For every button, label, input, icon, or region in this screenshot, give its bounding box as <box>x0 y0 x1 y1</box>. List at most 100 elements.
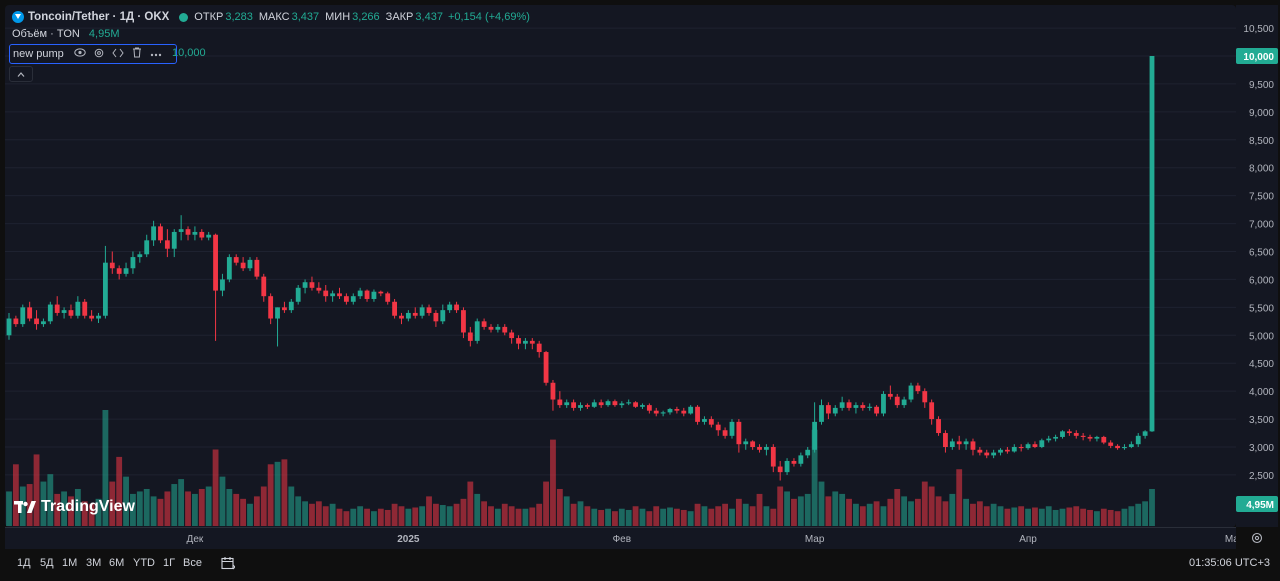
volume-bar <box>1135 503 1142 526</box>
candle <box>6 312 12 340</box>
range-button[interactable]: 1М <box>62 557 78 569</box>
volume-bar <box>460 498 467 526</box>
volume-value: 4,95M <box>88 28 120 40</box>
candle <box>557 391 563 408</box>
volume-bar <box>322 506 329 526</box>
candle <box>61 307 67 319</box>
candle <box>288 298 294 313</box>
volume-bar <box>605 508 611 526</box>
volume-bar <box>109 481 116 526</box>
volume-bar <box>426 496 432 526</box>
range-button[interactable]: 6М <box>109 557 125 569</box>
candle <box>516 335 521 350</box>
volume-bar <box>357 506 364 526</box>
candle <box>536 340 542 358</box>
volume-bar <box>198 488 205 526</box>
candle <box>1087 434 1093 442</box>
price-tick-label: 8,500 <box>1249 136 1274 147</box>
volume-bar <box>240 498 247 526</box>
volume-bar <box>150 496 157 526</box>
volume-bar <box>880 506 887 526</box>
volume-bar <box>701 506 708 526</box>
volume-bar <box>949 493 956 526</box>
range-button[interactable]: 5Д <box>40 557 54 569</box>
eye-icon[interactable] <box>74 48 86 60</box>
candle <box>481 318 487 330</box>
candle <box>220 273 225 297</box>
more-icon[interactable] <box>150 48 162 60</box>
candle <box>846 399 852 411</box>
chart-area[interactable] <box>5 5 1236 527</box>
price-tick-label: 10,500 <box>1243 24 1274 35</box>
tradingview-logo[interactable]: TradingView <box>14 498 135 516</box>
volume-bar <box>288 486 295 526</box>
volume-bar <box>722 503 729 526</box>
candle <box>963 438 969 450</box>
volume-bar <box>859 506 866 526</box>
indicator-name[interactable]: new pump <box>13 48 64 60</box>
volume-bar <box>233 493 240 526</box>
volume-bar <box>377 508 384 526</box>
range-button[interactable]: 1Д <box>17 557 31 569</box>
collapse-legend-button[interactable] <box>9 66 33 82</box>
volume-bar <box>563 496 570 526</box>
volume-bar <box>47 474 54 526</box>
volume-bar <box>1025 508 1031 526</box>
candle <box>330 290 336 302</box>
volume-bar <box>625 509 632 526</box>
range-button[interactable]: Все <box>183 557 202 569</box>
symbol-title[interactable]: Toncoin/Tether · 1Д · OKX <box>28 11 170 23</box>
candle <box>275 307 280 347</box>
volume-bar <box>749 506 756 526</box>
candlestick-chart[interactable] <box>5 5 1236 527</box>
volume-bar <box>191 493 198 526</box>
candle <box>695 405 700 425</box>
volume-bar <box>384 509 391 526</box>
candle <box>392 298 398 319</box>
candle <box>970 438 976 456</box>
candle <box>777 460 783 481</box>
time-tick-label: Мар <box>805 534 825 545</box>
candle <box>1094 435 1100 442</box>
settings-icon[interactable] <box>94 48 104 61</box>
candle <box>591 399 597 408</box>
volume-bar <box>804 493 811 526</box>
volume-bar <box>942 501 949 526</box>
volume-bar <box>6 491 12 526</box>
candle <box>598 399 604 408</box>
volume-bar <box>811 429 818 526</box>
source-code-icon[interactable] <box>112 48 124 61</box>
candle <box>791 458 797 467</box>
toncoin-icon <box>12 11 24 23</box>
gear-icon[interactable] <box>1251 531 1263 544</box>
candle <box>109 251 115 274</box>
volume-bar <box>185 491 191 526</box>
candle <box>75 296 81 319</box>
candle <box>130 251 136 274</box>
volume-bar <box>1121 508 1128 526</box>
range-button[interactable]: 1Г <box>163 557 176 569</box>
volume-bar <box>143 488 150 526</box>
volume-bar <box>908 501 914 526</box>
trash-icon[interactable] <box>132 47 142 61</box>
volume-bar <box>219 476 226 526</box>
candle <box>68 304 74 319</box>
price-scale[interactable]: 10,500 9,500 9,000 8,500 8,000 7,500 7,000 6,50… <box>1236 5 1278 527</box>
time-scale[interactable]: Дек 2025 Фев Мар Апр Май <box>5 527 1236 549</box>
volume-bar <box>598 509 605 526</box>
symbol-legend: Toncoin/Tether · 1Д · OKX ОТКР 3,283 МАК… <box>12 9 530 25</box>
range-button[interactable]: 3М <box>86 557 102 569</box>
clock-utc[interactable]: 01:35:06 UTC+3 <box>1188 557 1270 569</box>
candle <box>467 326 473 347</box>
volume-bar <box>584 506 591 526</box>
calendar-icon[interactable] <box>221 556 236 573</box>
candle <box>956 435 962 450</box>
candle <box>674 406 680 414</box>
candle <box>405 310 411 322</box>
volume-bar <box>735 498 742 526</box>
indicator-legend[interactable]: new pump <box>9 44 177 64</box>
volume-bar <box>446 506 453 526</box>
volume-bar <box>777 486 784 526</box>
candle <box>240 257 246 272</box>
range-button[interactable]: YTD <box>133 557 155 569</box>
